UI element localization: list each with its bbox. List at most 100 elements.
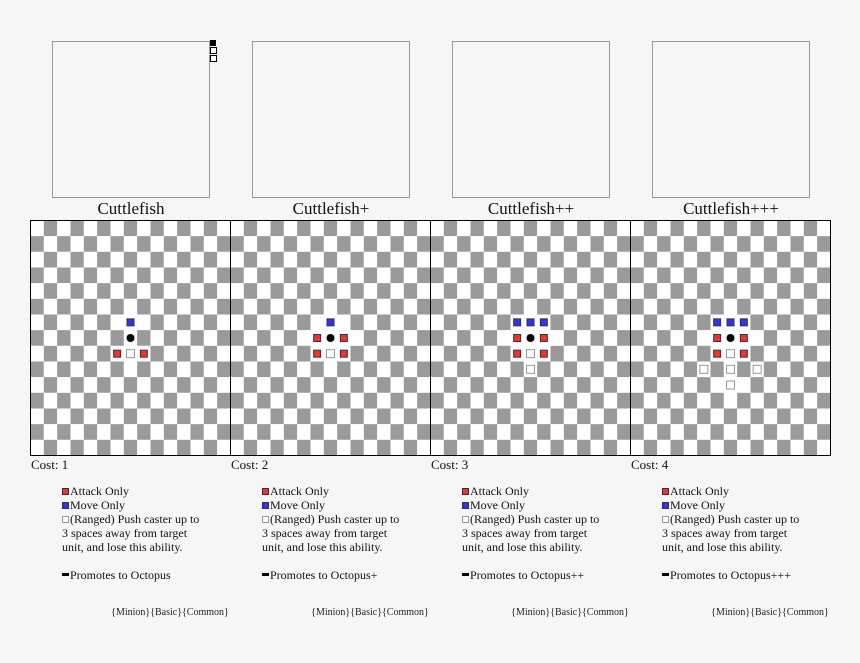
ranged-marker	[699, 364, 709, 374]
board-cell	[550, 345, 564, 362]
attack-marker	[739, 349, 748, 358]
board-cell	[710, 267, 724, 284]
board-cell	[430, 361, 444, 378]
board-cell	[737, 377, 751, 393]
board-cell	[443, 283, 458, 299]
board-cell	[363, 330, 378, 346]
board-cell	[430, 220, 444, 237]
board-cell	[217, 361, 231, 378]
board-cell	[310, 424, 324, 440]
board-cell	[603, 236, 618, 252]
board-cell	[657, 361, 671, 378]
board-cell	[203, 251, 218, 268]
board-cell	[643, 283, 658, 299]
board-cell	[723, 392, 738, 409]
move-label: Move Only	[670, 498, 725, 512]
board-cell	[283, 408, 298, 425]
board-cell	[217, 236, 231, 252]
board-cell	[283, 330, 298, 346]
board-cell	[337, 298, 351, 315]
board-cell	[390, 439, 404, 456]
board-cell	[323, 392, 338, 409]
board-cell	[510, 298, 524, 315]
board-cell	[137, 236, 151, 252]
board-cell	[550, 424, 564, 440]
board-cell	[763, 220, 778, 237]
board-cell	[257, 330, 271, 346]
board-cell	[630, 345, 644, 362]
board-cell	[497, 377, 511, 393]
ranged-marker	[752, 364, 762, 374]
icon	[210, 40, 216, 46]
board-cell	[483, 251, 498, 268]
board-cell	[270, 236, 284, 252]
board-cell	[750, 377, 764, 393]
board-cell	[270, 298, 284, 315]
board-cell	[763, 439, 778, 456]
board-cell	[590, 267, 604, 284]
board-cell	[457, 314, 471, 331]
board-cell	[403, 220, 418, 237]
board-cell	[43, 236, 58, 252]
board-cell	[470, 267, 484, 284]
board-cell	[83, 314, 98, 331]
board-cell	[297, 424, 311, 440]
board-cell	[363, 283, 378, 299]
board-cell	[377, 439, 391, 456]
board-cell	[777, 345, 791, 362]
board-cell	[443, 408, 458, 425]
board-cell	[217, 330, 231, 346]
board-cell	[150, 424, 164, 440]
board-cell	[110, 314, 124, 331]
board-cell	[763, 314, 778, 331]
board-cell	[577, 267, 591, 284]
board-cell	[523, 267, 538, 284]
board-cell	[470, 220, 484, 237]
board-cell	[403, 377, 418, 393]
board-cell	[203, 314, 218, 331]
board-cell	[403, 361, 418, 378]
board-cell	[297, 345, 311, 362]
board-cell	[750, 330, 764, 346]
board-cell	[497, 361, 511, 378]
board-cell	[123, 439, 138, 456]
board-cell	[470, 283, 484, 299]
board-cell	[270, 251, 284, 268]
board-cell	[350, 439, 364, 456]
board-cell	[510, 220, 524, 237]
board-cell	[110, 251, 124, 268]
board-cell	[457, 408, 471, 425]
board-cell	[350, 408, 364, 425]
board-cell	[310, 283, 324, 299]
board-cell	[203, 220, 218, 237]
board-cell	[657, 377, 671, 393]
board-cell	[137, 283, 151, 299]
board-cell	[617, 377, 631, 393]
board-cell	[617, 236, 631, 252]
board-cell	[763, 345, 778, 362]
board-cell	[257, 392, 271, 409]
board-cell	[70, 439, 84, 456]
board-cell	[470, 424, 484, 440]
board-cell	[803, 424, 818, 440]
board-cell	[617, 345, 631, 362]
icon	[210, 55, 217, 62]
board-cell	[670, 439, 684, 456]
tags: {Minion}{Basic}{Common}	[711, 607, 829, 618]
legend-item: (Ranged) Push caster up to 3 spaces away…	[662, 512, 802, 554]
board-cell	[483, 220, 498, 237]
board-cell	[763, 298, 778, 315]
board-cell	[537, 424, 551, 440]
board-cell	[537, 361, 551, 378]
board-cell	[377, 408, 391, 425]
board-cell	[790, 314, 804, 331]
board-cell	[483, 439, 498, 456]
board-cell	[817, 330, 831, 346]
board-cell	[790, 283, 804, 299]
board-cell	[190, 345, 204, 362]
board-cell	[83, 236, 98, 252]
board-cell	[97, 345, 111, 362]
board-cell	[603, 267, 618, 284]
board-cell	[537, 220, 551, 237]
board-cell	[710, 361, 724, 378]
